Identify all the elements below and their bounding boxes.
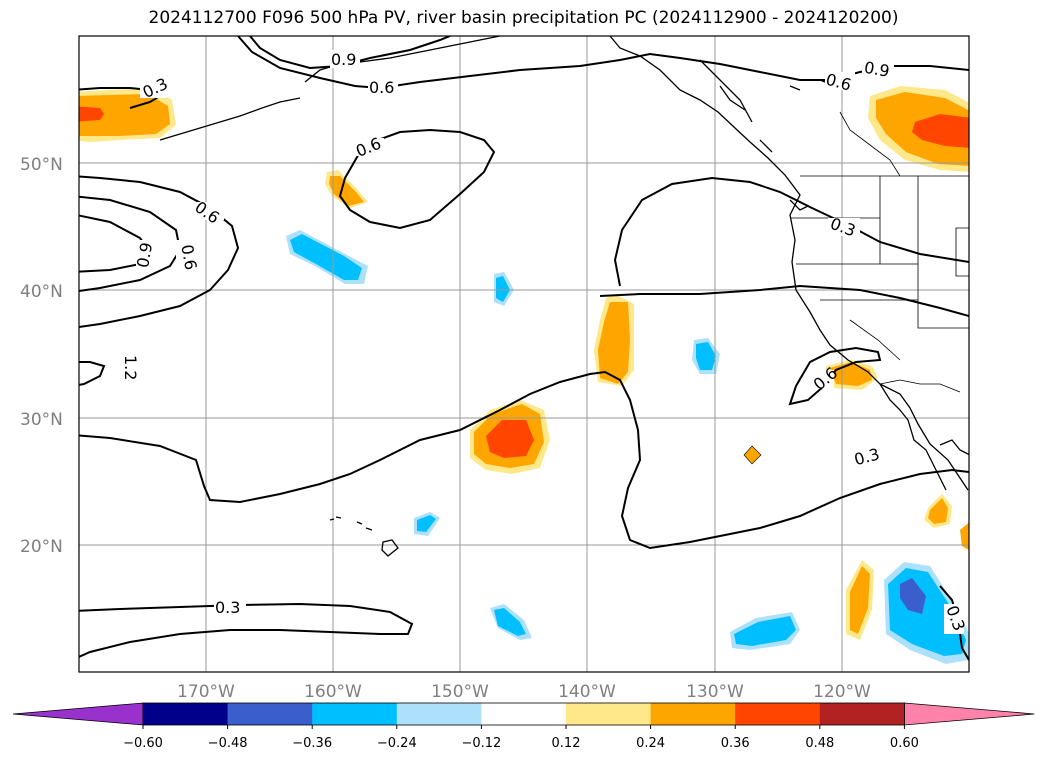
- pv-label: 1.2: [121, 355, 140, 380]
- map-gridlines: [79, 36, 969, 672]
- pv-contour: [599, 284, 969, 317]
- coastline-baja: [879, 383, 947, 491]
- lon-labels: 170°W 160°W 150°W 140°W 130°W 120°W: [177, 682, 871, 702]
- colorbar-cell: [481, 703, 567, 725]
- pv-label: 0.6: [177, 243, 200, 271]
- precip-blob: [79, 94, 170, 136]
- precip-blob: [598, 302, 630, 384]
- colorbar-tick-label: −0.60: [123, 736, 163, 751]
- coastline-alaska: [609, 36, 969, 491]
- precip-blob: [417, 515, 436, 532]
- border-states: [790, 176, 969, 361]
- precip-blob: [329, 176, 364, 206]
- pv-label: 0.6: [369, 78, 394, 97]
- precip-blob: [290, 234, 362, 280]
- colorbar-extend-min: [12, 702, 144, 726]
- precip-blob: [850, 566, 870, 634]
- precip-blob: [912, 114, 969, 148]
- map-frame: [78, 35, 970, 673]
- coastline-mexico: [939, 439, 969, 456]
- lon-label-120w: 120°W: [813, 682, 871, 702]
- lat-label-50: 50°N: [20, 155, 63, 175]
- lon-label-170w: 170°W: [177, 682, 235, 702]
- map-title: 2024112700 F096 500 hPa PV, river basin …: [148, 8, 899, 28]
- lon-label-160w: 160°W: [304, 682, 362, 702]
- lat-label-40: 40°N: [20, 282, 63, 302]
- border-ak-bc: [839, 111, 901, 177]
- colorbar-extend-max: [904, 702, 1035, 726]
- colorbar-cell: [650, 703, 736, 725]
- colorbar-tick-label: −0.36: [292, 736, 332, 751]
- coastlines: [159, 36, 969, 557]
- colorbar-tick-label: 0.48: [805, 736, 834, 751]
- precip-blob: [496, 276, 510, 302]
- pv-label: 0.6: [191, 197, 223, 227]
- precip-blob: [696, 342, 716, 370]
- pv-contour: [613, 176, 969, 287]
- lat-label-30: 30°N: [20, 410, 63, 430]
- colorbar-tick-label: 0.60: [890, 736, 919, 751]
- colorbar-outline: [142, 702, 905, 726]
- colorbar-cell: [566, 703, 652, 725]
- precip-blob: [734, 616, 796, 646]
- pv-contour: [338, 128, 496, 230]
- pv-contour: [79, 361, 106, 386]
- pv-label: 0.6: [353, 134, 384, 161]
- lat-labels: 50°N 40°N 30°N 20°N: [20, 155, 63, 557]
- precip-blob: [928, 498, 948, 524]
- pv-contour: [788, 346, 882, 406]
- pv-label: 0.9: [863, 58, 891, 81]
- pv-contour: [79, 370, 969, 550]
- coastline-ak-peninsula: [304, 36, 501, 83]
- precip-blob: [494, 608, 526, 636]
- islands-bc: [699, 59, 809, 211]
- colorbar-tick-label: 0.24: [636, 736, 665, 751]
- pv-contours: [79, 36, 969, 661]
- colorbar-tick-label: −0.12: [461, 736, 501, 751]
- lat-label-20: 20°N: [20, 537, 63, 557]
- precip-blob: [900, 578, 926, 614]
- colorbar-tick-label: −0.48: [208, 736, 248, 751]
- lon-label-130w: 130°W: [686, 682, 744, 702]
- colorbar-cell: [396, 703, 482, 725]
- lon-label-150w: 150°W: [431, 682, 489, 702]
- colorbar-cell: [312, 703, 398, 725]
- pv-label: 0.3: [215, 598, 240, 617]
- colorbar-cell: [819, 703, 905, 725]
- aleutians: [159, 97, 301, 141]
- colorbar-tick-label: 0.36: [721, 736, 750, 751]
- precip-blob: [743, 445, 762, 465]
- hawaii-islands: [329, 516, 399, 557]
- pv-contour: [79, 195, 182, 293]
- lon-label-140w: 140°W: [558, 682, 616, 702]
- border-mexico: [879, 379, 961, 393]
- pv-contour-labels: 0.3 0.9 0.6 0.6 0.6 0.9 0.6 0.6 0.9 1.2 …: [118, 50, 969, 634]
- colorbar-tick-label: 0.12: [552, 736, 581, 751]
- colorbar-cells: [12, 702, 1035, 726]
- colorbar-cell: [143, 703, 229, 725]
- colorbar-cell: [735, 703, 821, 725]
- pv-label: 0.9: [133, 241, 156, 269]
- colorbar-ticks: −0.60 −0.48 −0.36 −0.24 −0.12 0.12 0.24 0.36 0.4…: [123, 725, 919, 751]
- precip-blob: [486, 420, 534, 458]
- colorbar-cell: [227, 703, 313, 725]
- precip-blob: [79, 106, 104, 122]
- colorbar: −0.60 −0.48 −0.36 −0.24 −0.12 0.12 0.24 0.36 0.4…: [12, 702, 1035, 751]
- pv-label: 0.9: [331, 50, 356, 69]
- pv-contour: [79, 175, 240, 329]
- precip-blob: [960, 522, 969, 551]
- colorbar-tick-label: −0.24: [377, 736, 417, 751]
